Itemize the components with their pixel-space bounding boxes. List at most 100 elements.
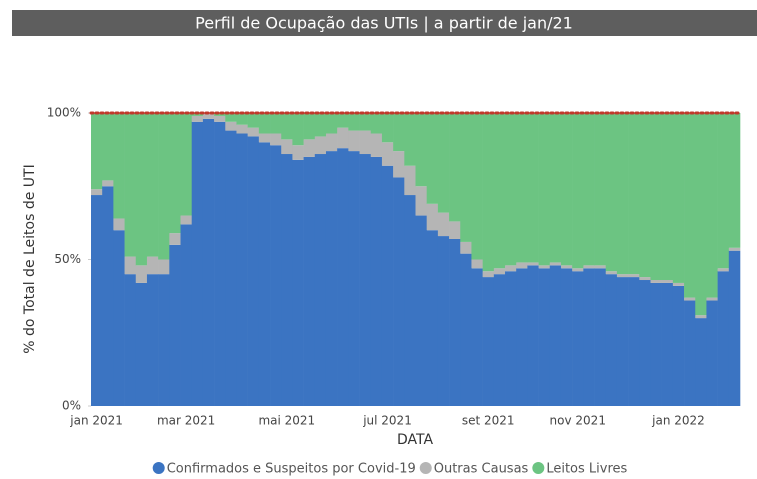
bar-segment: [281, 113, 293, 140]
bar-segment: [258, 133, 271, 143]
bar-segment: [605, 271, 618, 275]
bar-segment: [605, 113, 618, 272]
x-tick-label: jan 2022: [651, 414, 705, 428]
bar-segment: [471, 268, 483, 406]
bar-segment: [337, 127, 349, 149]
bar-segment: [706, 297, 718, 301]
x-tick-label: jan 2021: [69, 414, 123, 428]
legend-item: Leitos Livres: [532, 462, 628, 477]
bar-segment: [672, 113, 685, 283]
bar-segment: [314, 154, 327, 406]
bar-segment: [717, 268, 730, 272]
bar-segment: [247, 113, 260, 128]
bar-segment: [628, 277, 640, 406]
bar-segment: [214, 121, 226, 406]
bar-segment: [225, 130, 237, 406]
y-tick-label: 0%: [62, 399, 81, 413]
bar-segment: [549, 262, 562, 266]
bar-segment: [437, 212, 450, 237]
bar-segment: [102, 113, 114, 181]
bar-segment: [706, 113, 718, 298]
bar-segment: [393, 177, 405, 406]
bar-segment: [381, 165, 394, 406]
bar-segment: [348, 130, 360, 152]
bar-segment: [303, 113, 316, 140]
bar-segment: [549, 265, 562, 406]
bar-segment: [426, 113, 439, 204]
bar-segment: [527, 113, 539, 263]
bar-segment: [303, 156, 316, 406]
bar-segment: [449, 113, 461, 222]
bar-segment: [605, 274, 618, 406]
bar-segment: [236, 113, 248, 125]
bar-segment: [471, 259, 483, 269]
bar-segment: [146, 274, 159, 406]
bar-segment: [560, 265, 573, 269]
legend-item: Confirmados e Suspeitos por Covid-19: [152, 462, 416, 477]
bar-segment: [91, 195, 103, 406]
bar-segment: [415, 215, 427, 406]
bar-segment: [292, 145, 304, 160]
bar-segment: [146, 256, 159, 275]
bar-segment: [684, 113, 696, 298]
bar-segment: [482, 113, 495, 272]
bar-segment: [158, 274, 170, 406]
bar-segment: [549, 113, 562, 263]
bar-segment: [695, 113, 707, 316]
bar-segment: [538, 265, 551, 269]
bar-segment: [370, 156, 383, 406]
legend: Confirmados e Suspeitos por Covid-19 Outr…: [152, 462, 628, 477]
bar-segment: [572, 268, 584, 272]
bar-segment: [113, 218, 125, 231]
bar-segment: [594, 113, 607, 266]
bar-segment: [236, 124, 248, 134]
bar-segment: [661, 280, 674, 283]
bar-segment: [258, 113, 271, 134]
bar-segment: [135, 113, 148, 266]
x-axis-label: DATA: [397, 432, 433, 448]
bar-segment: [113, 113, 125, 219]
bar-segment: [169, 233, 181, 245]
bar-segment: [225, 113, 237, 122]
bar-segment: [717, 113, 730, 269]
bar-segment: [616, 277, 629, 406]
bar-segment: [471, 113, 483, 260]
bar-segment: [359, 130, 372, 155]
bar-segment: [393, 113, 405, 152]
bar-segment: [628, 274, 640, 278]
bar-segment: [560, 268, 573, 406]
bar-segment: [370, 113, 383, 134]
bar-segment: [180, 113, 193, 216]
bar-segment: [583, 265, 595, 269]
bar-segment: [247, 136, 260, 406]
bar-segment: [337, 148, 349, 406]
bar-segment: [594, 265, 607, 269]
bar-segment: [684, 297, 696, 301]
bar-segment: [135, 282, 148, 406]
bar-segment: [124, 274, 137, 406]
bar-segment: [728, 113, 741, 248]
bar-segment: [247, 127, 260, 137]
bar-segment: [325, 151, 338, 406]
bar-segment: [180, 215, 193, 225]
bar-segment: [359, 154, 372, 406]
bar-segment: [325, 113, 338, 134]
bar-segment: [91, 113, 103, 190]
bar-segment: [191, 121, 204, 406]
bar-segment: [415, 113, 427, 187]
bar-segment: [460, 253, 472, 406]
bar-segment: [348, 113, 360, 131]
bar-segment: [661, 113, 674, 281]
bar-segment: [415, 186, 427, 216]
bar-segment: [527, 262, 539, 266]
bar-segment: [505, 265, 517, 272]
bar-segment: [560, 113, 573, 266]
bar-segment: [460, 113, 472, 242]
bar-segment: [214, 113, 226, 116]
bar-segment: [728, 247, 741, 251]
bar-segment: [404, 113, 416, 166]
legend-marker: [419, 462, 432, 474]
bar-segment: [695, 315, 707, 319]
legend-label: Outras Causas: [434, 462, 529, 477]
y-axis-label: % do Total de Leitos de UTI: [22, 164, 38, 354]
